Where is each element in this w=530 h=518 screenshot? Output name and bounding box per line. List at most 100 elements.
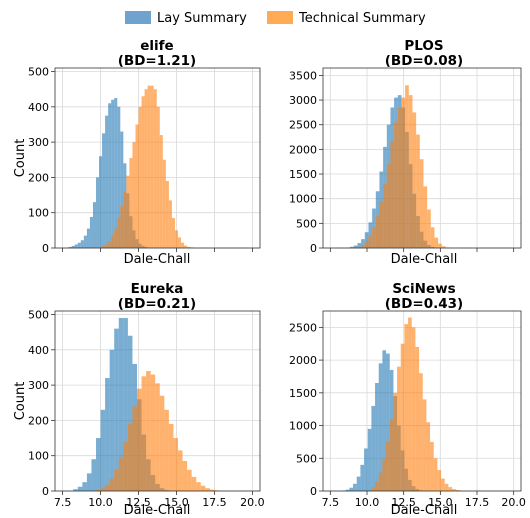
y-tick-label: 1500: [289, 168, 317, 181]
histogram-bar: [111, 235, 115, 248]
legend-label-technical: Technical Summary: [298, 11, 426, 26]
histogram-bar: [105, 244, 109, 248]
panel-scinews: SciNews (BD=0.43) Dale-Chall 0 500 1000 150…: [289, 281, 526, 518]
histogram-bar: [401, 97, 406, 248]
histogram-bar: [117, 106, 121, 248]
histogram-bar: [68, 246, 72, 248]
x-axis-ticks: [329, 248, 515, 252]
histogram-bar: [404, 324, 409, 491]
x-tick-label: 15.0: [164, 496, 189, 509]
y-axis-ticks: 0 100 200 300 400 500: [28, 309, 55, 498]
histogram-bar: [357, 246, 362, 248]
histogram-bar: [127, 335, 133, 491]
histogram-bar: [411, 327, 416, 491]
histogram-bar: [168, 423, 174, 491]
histogram-bar: [105, 484, 110, 491]
histogram-bar: [405, 85, 409, 248]
y-tick-label: 200: [28, 171, 49, 184]
histogram-bar: [356, 476, 361, 491]
histogram-bar: [444, 483, 449, 491]
histogram-bar: [187, 469, 192, 491]
histogram-bar: [86, 473, 92, 491]
histogram-bar: [178, 450, 183, 491]
histogram-bar: [126, 175, 130, 248]
y-tick-label: 300: [28, 379, 49, 392]
x-tick-label: 12.5: [391, 496, 416, 509]
histogram-bar: [114, 228, 118, 248]
y-axis-label: Count: [13, 139, 28, 178]
legend: Lay Summary Technical Summary: [125, 11, 426, 26]
histogram-bar: [364, 241, 369, 248]
panel-elife: elife (BD=1.21) Dale-Chall Count 0 100 200…: [13, 38, 261, 267]
histogram-bar: [379, 201, 384, 248]
histogram-bar: [173, 438, 178, 491]
histogram-bar: [361, 239, 365, 248]
histogram-bar: [120, 131, 124, 248]
histogram-bar: [375, 481, 379, 491]
histogram-bar: [378, 363, 383, 491]
histogram-bar: [182, 461, 188, 491]
y-axis-ticks: 0 100 200 300 400 500: [28, 66, 55, 255]
histogram-bar: [423, 186, 428, 248]
histogram-bar: [357, 243, 362, 248]
y-tick-label: 2000: [289, 354, 317, 367]
histogram-bar: [397, 366, 401, 491]
histogram-bar: [364, 448, 368, 491]
histogram-bar: [96, 489, 101, 491]
histogram-bar: [82, 482, 87, 491]
histogram-bar: [382, 459, 387, 491]
histogram-bar: [132, 142, 136, 248]
legend-swatch-lay: [125, 11, 151, 24]
histogram-bar: [209, 489, 215, 491]
histogram-bar: [99, 156, 103, 248]
histogram-bar: [364, 232, 369, 248]
histogram-bar: [350, 246, 354, 248]
histogram-bar: [394, 122, 398, 248]
histogram-bar: [353, 483, 357, 491]
histogram-bar: [184, 245, 188, 248]
histogram-bar: [382, 350, 387, 491]
histogram-bar: [159, 135, 163, 248]
histogram-bar: [448, 487, 453, 491]
x-axis-ticks: 7.5 10.0 12.5 15.0 17.5 20.0: [54, 491, 265, 509]
x-tick-label: 20.0: [501, 496, 526, 509]
histogram-bar: [129, 158, 133, 248]
x-tick-label: 20.0: [240, 496, 265, 509]
histogram-bar: [89, 216, 93, 248]
panel-title-line1: SciNews: [392, 281, 455, 297]
histogram-bar: [187, 246, 191, 248]
panel-title-line1: elife: [140, 38, 173, 54]
histogram-bar: [109, 478, 115, 491]
histogram-bar: [123, 318, 128, 491]
histogram-bar: [118, 318, 124, 491]
panel-title-line2: (BD=0.43): [385, 296, 463, 312]
y-tick-label: 2500: [289, 119, 317, 132]
histogram-bar: [419, 159, 424, 248]
y-tick-label: 3000: [289, 94, 317, 107]
y-tick-label: 300: [28, 136, 49, 149]
x-axis-label: Dale-Chall: [124, 252, 191, 267]
histogram-bar: [430, 441, 434, 491]
y-tick-label: 0: [42, 485, 49, 498]
y-tick-label: 100: [28, 450, 49, 463]
plot-frame: [322, 67, 522, 249]
x-tick-label: 10.0: [88, 496, 113, 509]
histogram-bar: [416, 134, 420, 248]
histogram-bar: [118, 457, 124, 491]
series-technical-summary: [353, 85, 453, 248]
x-axis-label: Dale-Chall: [391, 252, 458, 267]
y-tick-label: 0: [310, 242, 317, 255]
histogram-bar: [102, 245, 106, 248]
histogram-bar: [441, 246, 446, 248]
histogram-bar: [162, 159, 166, 248]
x-tick-label: 7.5: [322, 496, 340, 509]
histogram-bar: [371, 487, 376, 491]
panel-plos: PLOS (BD=0.08) Dale-Chall 0 500 1000 1500 20…: [289, 38, 522, 267]
y-tick-label: 1000: [289, 420, 317, 433]
series-technical-summary: [96, 371, 219, 491]
histogram-bar: [386, 353, 390, 491]
histogram-bar: [452, 489, 456, 491]
histogram-bar: [159, 395, 165, 491]
histogram-bar: [111, 99, 115, 248]
